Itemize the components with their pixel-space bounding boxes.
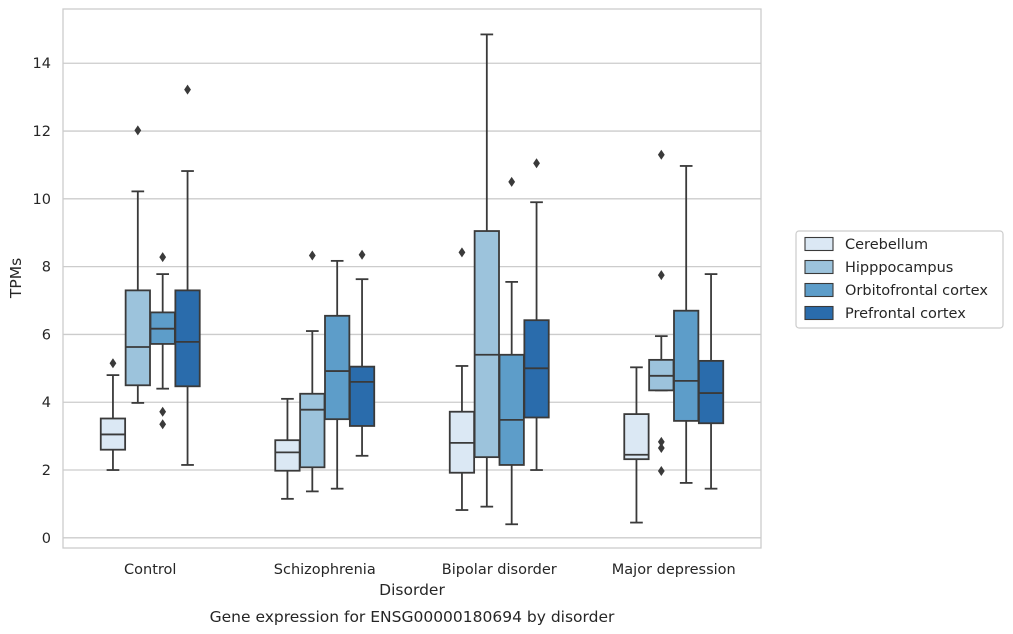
box <box>498 353 525 466</box>
legend-label: Orbitofrontal cortex <box>845 283 988 299</box>
outlier-point <box>533 158 540 169</box>
outlier-point <box>657 270 665 281</box>
y-tick-label: 6 <box>42 327 51 343</box>
outlier-point <box>134 125 142 136</box>
box-group <box>523 158 550 471</box>
box-group <box>673 165 700 484</box>
outlier-point <box>308 250 316 261</box>
box-group <box>299 250 326 493</box>
figure-caption: Gene expression for ENSG00000180694 by d… <box>210 608 615 626</box>
box-group <box>174 84 201 466</box>
box <box>274 439 301 472</box>
outlier-point <box>657 436 665 447</box>
y-tick-label: 0 <box>42 531 51 547</box>
y-tick-label: 4 <box>42 395 51 411</box>
box-group <box>149 252 176 430</box>
outlier-point <box>657 442 665 453</box>
outlier-point <box>109 358 117 369</box>
y-tick-labels: 0 2 4 6 8 10 12 14 <box>33 56 51 547</box>
box-group <box>448 247 476 511</box>
legend: Cerebellum Hipppocampus Orbitofrontal cort… <box>795 230 1004 329</box>
outlier-point <box>458 247 466 258</box>
box-group <box>324 259 351 490</box>
box-group <box>623 366 650 524</box>
box <box>623 413 650 461</box>
box-group <box>473 33 500 508</box>
box-group <box>348 249 376 457</box>
y-tick-label: 8 <box>42 260 51 276</box>
box <box>174 289 201 388</box>
outlier-point <box>508 176 516 187</box>
outlier-point <box>358 249 366 260</box>
box <box>673 309 700 422</box>
plot-frame <box>62 8 762 549</box>
box <box>348 365 376 427</box>
box-group <box>648 149 675 477</box>
outlier-point <box>159 406 167 417</box>
legend-swatch <box>804 282 834 298</box>
y-tick-label: 2 <box>42 463 51 479</box>
x-tick-labels: Control Schizophrenia Bipolar disorder Majo… <box>124 562 736 578</box>
outlier-point <box>657 466 665 477</box>
box <box>473 230 500 459</box>
y-tick-label: 14 <box>33 56 51 72</box>
x-tick-label: Major depression <box>612 562 736 578</box>
box-series <box>99 33 725 526</box>
outlier-point <box>159 419 167 430</box>
legend-label: Hipppocampus <box>845 260 953 276</box>
y-tick-label: 10 <box>33 192 51 208</box>
x-axis-label: Disorder <box>379 581 445 599</box>
x-tick-label: Bipolar disorder <box>442 562 557 578</box>
legend-label: Cerebellum <box>845 237 928 253</box>
box <box>299 392 326 469</box>
y-tick-label: 12 <box>33 124 51 140</box>
box <box>697 359 725 425</box>
legend-swatch <box>804 259 834 275</box>
legend-label: Prefrontal cortex <box>845 306 966 322</box>
gridlines <box>63 62 761 539</box>
outlier-point <box>184 84 191 95</box>
box-group <box>498 176 525 526</box>
box-group <box>124 125 151 404</box>
box <box>124 289 151 387</box>
legend-swatch <box>804 236 834 252</box>
outlier-point <box>159 252 167 263</box>
outlier-point <box>657 149 665 160</box>
box-group <box>274 397 301 500</box>
y-axis-label: TPMs <box>7 258 25 299</box>
box-group <box>99 358 127 471</box>
legend-swatch <box>804 305 834 321</box>
legend-frame <box>795 230 1004 329</box>
x-tick-label: Control <box>124 562 176 578</box>
x-tick-label: Schizophrenia <box>274 562 376 578</box>
box <box>324 314 351 421</box>
box-group <box>697 273 725 490</box>
